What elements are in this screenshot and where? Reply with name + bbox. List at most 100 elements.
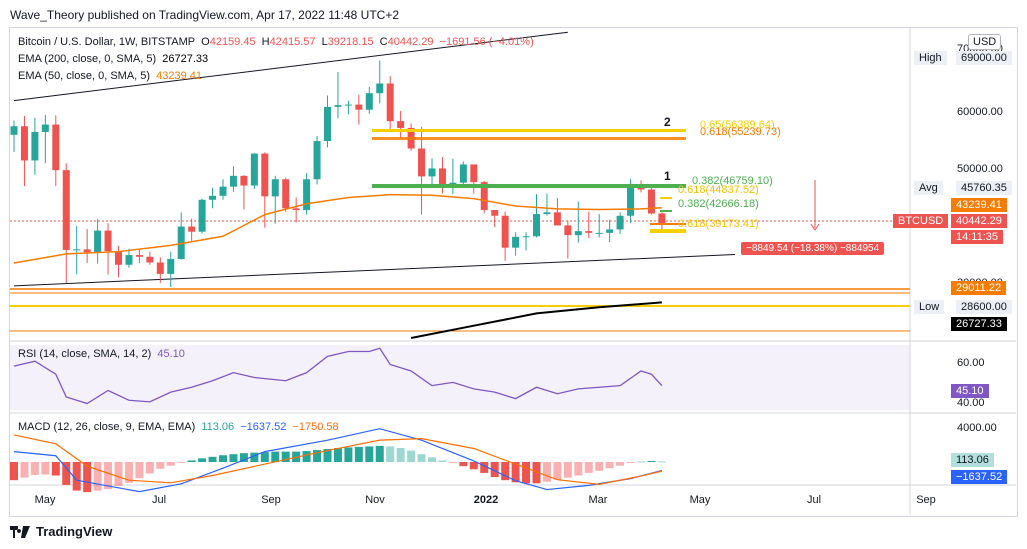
candle-body xyxy=(438,168,446,188)
candle-body xyxy=(616,215,624,230)
candle-body xyxy=(250,153,258,186)
candle-body xyxy=(480,182,488,211)
macd-hist-bar xyxy=(41,462,50,475)
macd-hist-bar xyxy=(407,450,416,462)
macd-hist-bar xyxy=(10,462,18,481)
candle-body xyxy=(334,105,342,107)
macd-hist-bar xyxy=(51,462,60,476)
wave-1-label: 1 xyxy=(664,169,671,183)
macd-hist-bar xyxy=(20,462,29,478)
candle-body xyxy=(397,121,405,128)
wave-2-label: 2 xyxy=(664,115,671,129)
fib-zone-wave-2-bottom xyxy=(372,137,686,140)
fib-1-0382b-label: 0.382(42666.18) xyxy=(678,198,759,210)
tradingview-logo[interactable]: TradingView xyxy=(10,524,112,539)
macd-hist-bar xyxy=(417,454,426,462)
candle-body xyxy=(261,153,269,197)
rsi-band xyxy=(10,345,910,410)
fib-1-0618b-label: 0.618(39173.41) xyxy=(678,218,759,230)
candle-body xyxy=(543,212,551,215)
rsi-tag: 45.10 xyxy=(951,384,989,398)
tradingview-logo-icon xyxy=(10,525,30,538)
legend-rsi-label: RSI (14, close, SMA, 14, 2) xyxy=(18,348,152,360)
macd-hist-bar xyxy=(428,457,436,462)
legend-macd-signal: −1750.58 xyxy=(292,421,339,433)
candle-body xyxy=(574,231,582,236)
macd-tick: 4000.00 xyxy=(957,422,997,434)
candle-body xyxy=(365,93,373,110)
macd-hist-bar xyxy=(239,453,248,462)
candle-body xyxy=(104,230,112,252)
candle-body xyxy=(146,256,154,263)
countdown-tag: 14:11:35 xyxy=(951,230,1004,244)
avg-label: Avg xyxy=(914,181,943,195)
macd-hist-bar xyxy=(62,462,71,485)
high-value: 69000.00 xyxy=(956,51,1012,65)
legend-h-label: H xyxy=(261,36,270,48)
candle-body xyxy=(94,230,102,253)
macd-hist-bar xyxy=(448,462,457,464)
macd-hist-bar xyxy=(114,462,123,486)
time-axis-label: Nov xyxy=(365,494,385,506)
legend-ema50-value: 43239.41 xyxy=(156,70,203,82)
candle-body xyxy=(355,104,363,110)
macd-hist-tag: 113.06 xyxy=(951,453,994,467)
macd-hist-bar xyxy=(156,462,165,469)
candle-body xyxy=(606,229,614,233)
candle-body xyxy=(209,195,217,200)
price-tick: 60000.00 xyxy=(957,106,1003,118)
last-price-tag: 40442.29 xyxy=(951,214,1007,228)
legend-l-value: 39218.15 xyxy=(327,36,374,48)
legend-ema50: EMA (50, close, 0, SMA, 5) 43239.41 xyxy=(18,70,205,82)
candle-body xyxy=(637,187,645,190)
candle-body xyxy=(188,226,196,232)
candle-body xyxy=(522,236,530,238)
macd-hist-bar xyxy=(553,462,562,480)
macd-hist-bar xyxy=(605,462,614,469)
legend-rsi: RSI (14, close, SMA, 14, 2) 45.10 xyxy=(18,348,188,360)
macd-hist-bar xyxy=(219,455,227,462)
currency-button[interactable]: USD xyxy=(968,34,1002,50)
ema50-line xyxy=(13,193,662,264)
candle-body xyxy=(10,126,18,135)
macd-hist-bar xyxy=(616,462,625,466)
macd-hist-bar xyxy=(208,456,217,462)
legend-macd-line: −1637.52 xyxy=(240,421,287,433)
candle-body xyxy=(229,175,237,187)
fib-marker-c xyxy=(650,229,686,233)
macd-hist-bar xyxy=(250,452,259,462)
candle-body xyxy=(62,170,70,250)
candle-body xyxy=(512,236,520,248)
legend-change: −1691.56 (−4.01%) xyxy=(439,36,534,48)
candle-body xyxy=(41,124,49,132)
candle-body xyxy=(73,249,81,251)
macd-hist-bar xyxy=(595,462,604,471)
legend-ema50-label: EMA (50, close, 0, SMA, 5) xyxy=(18,70,151,82)
macd-hist-bar xyxy=(271,451,280,462)
high-label: High xyxy=(914,51,947,65)
macd-hist-bar xyxy=(469,462,478,470)
candle-body xyxy=(344,104,352,106)
candle-body xyxy=(627,187,635,216)
chart-frame xyxy=(9,27,1018,517)
candle-body xyxy=(386,83,394,122)
macd-hist-bar xyxy=(166,462,175,466)
macd-hist-bar xyxy=(657,461,666,463)
legend-ema200-label: EMA (200, close, 0, SMA, 5) xyxy=(18,53,157,65)
legend-c-value: 40442.29 xyxy=(387,36,434,48)
candle-body xyxy=(501,215,509,248)
candle-body xyxy=(647,189,655,214)
symbol-tag: BTCUSD xyxy=(893,214,949,228)
macd-hist-bar xyxy=(281,451,290,462)
rsi-line xyxy=(13,347,663,405)
time-axis-label: 2022 xyxy=(474,494,498,506)
macd-hist-bar xyxy=(501,462,510,481)
macd-hist-bar xyxy=(542,462,551,482)
macd-signal-line xyxy=(13,434,663,485)
time-axis-label: Jul xyxy=(807,494,821,506)
publisher-line: Wave_Theory published on TradingView.com… xyxy=(10,8,400,22)
candle-body xyxy=(83,249,91,253)
macd-hist-bar xyxy=(574,462,583,476)
legend-o-value: 42159.45 xyxy=(209,36,256,48)
